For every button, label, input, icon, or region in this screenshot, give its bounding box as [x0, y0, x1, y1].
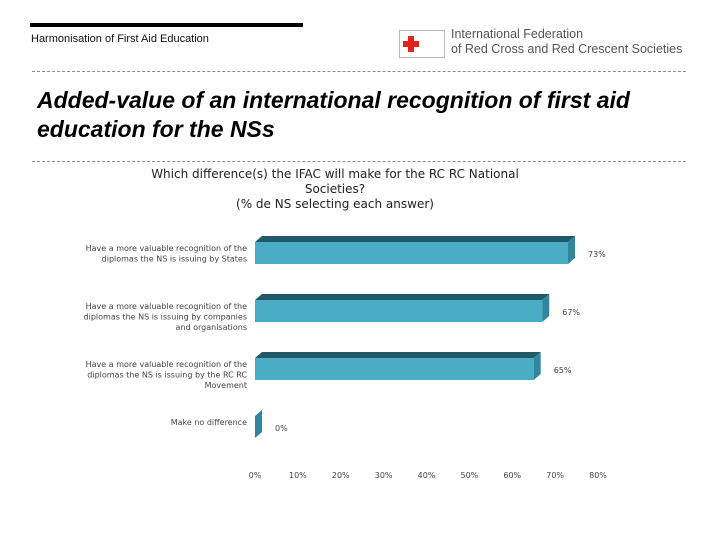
data-label: 65% — [554, 366, 572, 375]
data-label: 0% — [275, 424, 288, 433]
bar — [255, 358, 534, 380]
data-label: 73% — [588, 250, 606, 259]
divider-bottom — [32, 161, 686, 162]
bar-top — [255, 236, 575, 242]
header-rule — [30, 23, 303, 27]
category-label: Have a more valuable recognition of the d… — [84, 302, 248, 332]
bar-top — [255, 352, 541, 358]
category-label: Have a more valuable recognition of the d… — [86, 244, 247, 264]
header-text: Harmonisation of First Aid Education — [31, 33, 209, 45]
x-tick-label: 0% — [249, 471, 262, 480]
bar-side — [567, 236, 575, 264]
logo-line-2: of Red Cross and Red Crescent Societies — [451, 42, 683, 56]
bar-top — [255, 294, 550, 300]
divider-top — [32, 71, 686, 72]
red-cross-crescent-icon — [399, 30, 445, 58]
bar-side — [255, 410, 262, 438]
logo-line-1: International Federation — [451, 27, 584, 41]
x-tick-label: 20% — [332, 471, 350, 480]
page-title: Added-value of an international recognit… — [37, 87, 630, 142]
bar-side — [533, 352, 541, 380]
ifrc-logo: International Federation of Red Cross an… — [399, 27, 699, 63]
x-tick-label: 50% — [460, 471, 478, 480]
bar-side — [542, 294, 550, 322]
x-tick-label: 30% — [375, 471, 393, 480]
x-tick-label: 40% — [418, 471, 436, 480]
category-label: Make no difference — [171, 418, 247, 427]
x-tick-label: 80% — [589, 471, 607, 480]
data-label: 67% — [562, 308, 580, 317]
bar — [255, 300, 543, 322]
bar — [255, 242, 568, 264]
category-label: Have a more valuable recognition of the d… — [86, 360, 248, 390]
x-tick-label: 10% — [289, 471, 307, 480]
logo-text: International Federation of Red Cross an… — [451, 27, 682, 57]
x-tick-label: 70% — [546, 471, 564, 480]
chart-title: Which difference(s) the IFAC will make f… — [151, 167, 519, 211]
x-tick-label: 60% — [503, 471, 521, 480]
